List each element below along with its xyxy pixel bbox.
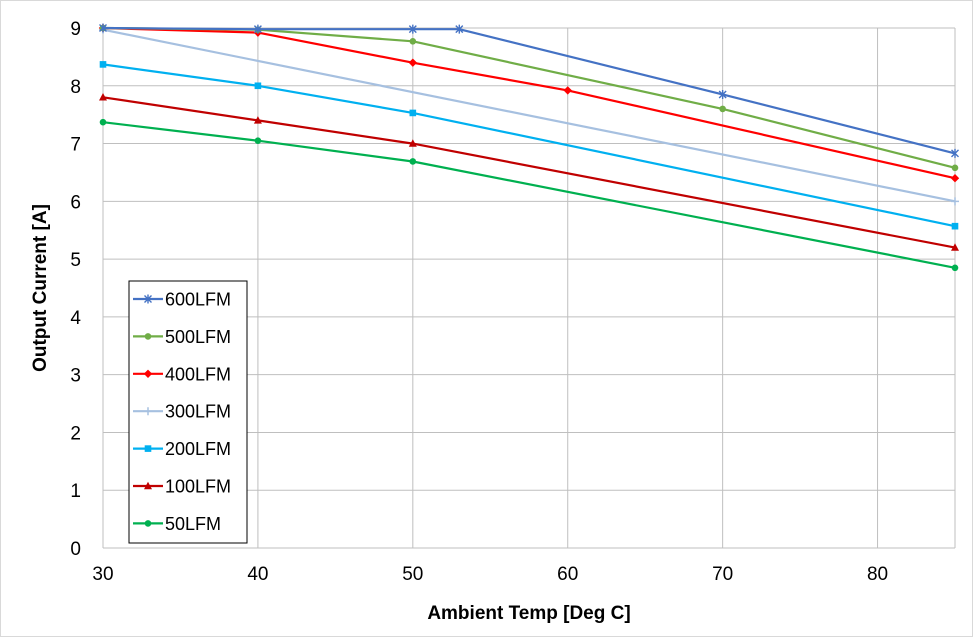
series-line-200lfm [102, 63, 956, 228]
series-line-600lfm [102, 26, 956, 155]
data-point-600lfm [253, 24, 262, 34]
legend-label-200lfm: 200LFM [165, 439, 231, 459]
series-layer [98, 23, 960, 272]
y-tick-label: 6 [70, 192, 81, 213]
data-point-100lfm [253, 116, 262, 124]
legend-label-50lfm: 50LFM [165, 514, 221, 534]
series-200lfm [99, 61, 959, 230]
series-line-50lfm [102, 121, 956, 269]
x-tick-label: 50 [402, 564, 423, 585]
data-point-400lfm [563, 86, 572, 95]
data-point-600lfm [99, 23, 107, 33]
data-point-50lfm [409, 158, 417, 165]
series-line-100lfm [102, 96, 956, 249]
legend-item-400lfm: 400LFM [133, 364, 231, 384]
legend-marker-300lfm [144, 407, 152, 416]
data-point-600lfm [718, 89, 727, 99]
data-point-200lfm [254, 82, 262, 90]
legend-marker-400lfm [143, 369, 153, 378]
y-tick-label: 9 [70, 19, 81, 40]
y-tick-label: 1 [70, 481, 81, 502]
x-tick-label: 30 [92, 564, 113, 585]
legend-label-400lfm: 400LFM [165, 364, 231, 384]
legend-label-100lfm: 100LFM [165, 477, 231, 497]
data-point-600lfm [455, 24, 464, 34]
grid-lines [102, 27, 956, 549]
data-point-500lfm [951, 164, 959, 172]
legend-label-500lfm: 500LFM [165, 327, 231, 347]
legend-item-300lfm: 300LFM [133, 402, 231, 422]
legend-item-600lfm: 600LFM [133, 290, 231, 310]
data-point-500lfm [719, 105, 726, 113]
y-tick-label: 2 [70, 423, 81, 444]
x-tick-label: 80 [867, 564, 888, 585]
legend-marker-500lfm [144, 333, 152, 340]
data-point-50lfm [254, 137, 262, 144]
y-tick-label: 4 [70, 308, 81, 329]
data-point-200lfm [99, 61, 107, 68]
y-tick-label: 7 [70, 135, 81, 156]
legend-marker-50lfm [144, 520, 152, 527]
series-600lfm [99, 23, 959, 158]
legend: 600LFM 500LFM 400LFM 300LFM 200LFM 100LFM 50LF… [128, 280, 248, 544]
data-point-400lfm [950, 174, 960, 183]
legend-item-500lfm: 500LFM [133, 327, 231, 347]
data-point-300lfm [951, 197, 959, 206]
legend-item-50lfm: 50LFM [133, 514, 221, 534]
x-tick-label: 70 [712, 564, 733, 585]
data-point-100lfm [951, 243, 959, 251]
series-50lfm [99, 118, 959, 272]
legend-marker-200lfm [144, 445, 152, 452]
data-point-600lfm [951, 148, 959, 158]
legend-label-300lfm: 300LFM [165, 402, 231, 422]
series-400lfm [98, 23, 960, 183]
legend-item-200lfm: 200LFM [133, 439, 231, 459]
legend-label-600lfm: 600LFM [165, 290, 231, 310]
data-point-400lfm [408, 58, 418, 67]
series-line-400lfm [102, 26, 956, 180]
x-tick-label: 60 [557, 564, 578, 585]
tick-labels: 0 1 2 3 4 5 6 7 8 9 30 40 50 60 70 80 [70, 19, 888, 585]
data-point-200lfm [409, 109, 417, 117]
y-tick-label: 8 [70, 77, 81, 98]
data-point-100lfm [99, 93, 107, 101]
series-line-300lfm [102, 28, 956, 203]
x-axis-title: Ambient Temp [Deg C] [427, 603, 630, 624]
legend-item-100lfm: 100LFM [133, 477, 231, 497]
y-tick-label: 5 [70, 250, 81, 271]
data-point-600lfm [408, 24, 417, 34]
series-line-500lfm [102, 26, 956, 169]
data-point-200lfm [951, 222, 959, 230]
data-point-100lfm [408, 139, 417, 147]
series-100lfm [99, 93, 959, 251]
y-tick-label: 3 [70, 366, 81, 387]
x-tick-label: 40 [247, 564, 268, 585]
data-point-50lfm [99, 118, 107, 126]
data-point-500lfm [409, 37, 417, 45]
y-tick-label: 0 [70, 539, 81, 560]
legend-marker-100lfm [144, 481, 152, 490]
data-point-50lfm [951, 264, 959, 272]
legend-marker-600lfm [144, 294, 152, 304]
y-axis-title: Output Current [A] [30, 204, 51, 372]
